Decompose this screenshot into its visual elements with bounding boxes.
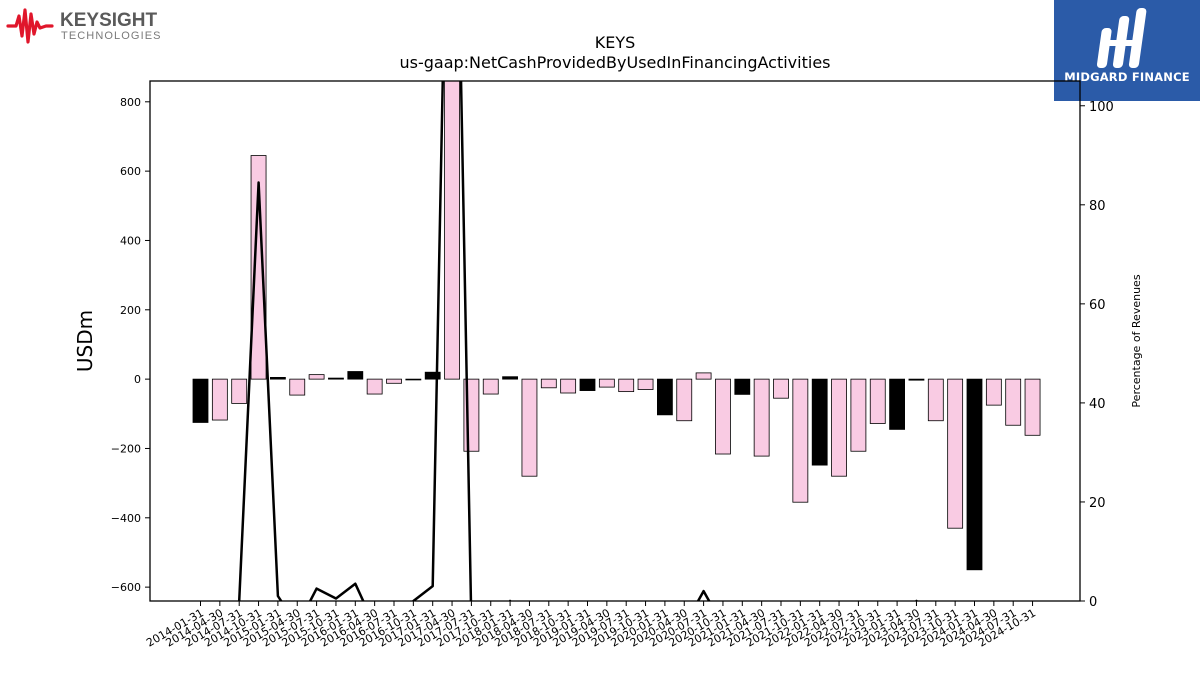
- y-tick-label: 600: [120, 165, 141, 178]
- bar-2019-07-31: [618, 378, 635, 393]
- bar-2016-04-30: [366, 378, 383, 395]
- y2-axis-label: Percentage of Revenues: [1130, 274, 1143, 407]
- keysight-brand-text: KEYSIGHT: [60, 10, 158, 31]
- bar-2024-01-31: [966, 378, 983, 571]
- y-axis-label: USDm: [73, 310, 97, 372]
- bar-2019-10-31: [637, 378, 654, 390]
- bar-2019-04-30: [598, 378, 615, 388]
- bar-2017-01-31: [424, 371, 441, 380]
- bar-2016-01-31: [347, 371, 364, 380]
- bar-2022-04-30: [831, 378, 847, 477]
- y-tick-label: −600: [111, 581, 141, 594]
- bar-2021-10-31: [792, 378, 809, 503]
- y2-tick-label: 0: [1089, 595, 1097, 610]
- bar-2024-07-31: [1005, 378, 1022, 426]
- bar-2016-07-31: [386, 378, 402, 384]
- y-tick-label: 800: [120, 96, 141, 109]
- y2-tick-label: 60: [1089, 298, 1106, 313]
- bar-2016-10-31: [405, 378, 422, 381]
- y2-tick-label: 80: [1089, 199, 1106, 214]
- bar-2019-01-31: [579, 378, 596, 391]
- y-axis-left: −600 −400 −200 0 200 400 600 800: [111, 96, 150, 594]
- bar-2023-04-30: [908, 378, 925, 381]
- bar-2015-01-31: [269, 376, 286, 380]
- bar-2021-04-30: [753, 378, 770, 457]
- y-tick-label: 200: [120, 304, 141, 317]
- bar-2021-07-31: [773, 378, 789, 399]
- bar-2023-01-31: [889, 378, 905, 430]
- bar-2014-04-30: [211, 378, 228, 421]
- bar-2020-01-31: [657, 378, 673, 416]
- y2-tick-label: 100: [1089, 100, 1114, 115]
- y-tick-label: −400: [111, 512, 141, 525]
- midgard-brand-text: MIDGARD FINANCE: [1064, 70, 1190, 84]
- bar-2022-07-31: [850, 378, 867, 452]
- bar-2022-01-31: [811, 378, 828, 466]
- bar-2022-10-31: [869, 378, 886, 424]
- bar-2018-04-30: [521, 378, 538, 477]
- chart-subtitle: us-gaap:NetCashProvidedByUsedInFinancing…: [399, 53, 830, 72]
- bar-2018-10-31: [560, 378, 577, 394]
- plot-frame: [149, 80, 1081, 602]
- bar-2024-04-30: [985, 378, 1002, 406]
- bar-series: [192, 81, 1041, 571]
- bar-2023-07-31: [927, 378, 944, 422]
- keysight-logo: KEYSIGHT TECHNOLOGIES: [6, 4, 176, 48]
- bar-2018-01-31: [502, 376, 519, 380]
- y-tick-label: 400: [120, 234, 141, 247]
- keysight-sub-text: TECHNOLOGIES: [61, 30, 162, 42]
- bar-2014-07-31: [231, 378, 248, 404]
- bar-2015-07-31: [308, 374, 325, 380]
- chart-title: KEYS: [595, 33, 636, 52]
- bar-2014-01-31: [192, 378, 209, 423]
- x-axis: 2014-01-312014-04-302014-07-312014-10-31…: [144, 601, 1038, 650]
- revenue-percentage-line: [237, 81, 919, 601]
- bar-2018-07-31: [540, 378, 557, 389]
- bar-2015-10-31: [328, 377, 344, 380]
- bar-2017-10-31: [482, 378, 499, 395]
- y2-tick-label: 40: [1089, 397, 1106, 412]
- y-tick-label: −200: [111, 442, 141, 455]
- midgard-finance-logo: MIDGARD FINANCE: [1054, 0, 1200, 101]
- y2-tick-label: 20: [1089, 496, 1106, 511]
- bar-2023-10-31: [947, 378, 964, 529]
- bar-2021-01-31: [734, 378, 751, 395]
- midgard-emblem-icon: [1096, 8, 1147, 68]
- bar-2024-10-31: [1024, 378, 1041, 436]
- y-tick-label: 0: [134, 373, 141, 386]
- bar-2017-04-30: [444, 81, 460, 380]
- line-series: [237, 81, 919, 601]
- bar-2020-10-31: [715, 378, 731, 455]
- bar-2020-04-30: [676, 378, 693, 422]
- bar-2015-04-30: [289, 378, 306, 396]
- keysight-wave-icon: KEYSIGHT TECHNOLOGIES: [6, 8, 162, 44]
- bar-2014-10-31: [250, 155, 267, 380]
- y-axis-right: 0 20 40 60 80 100: [1080, 100, 1114, 610]
- bar-2020-07-31: [695, 372, 712, 380]
